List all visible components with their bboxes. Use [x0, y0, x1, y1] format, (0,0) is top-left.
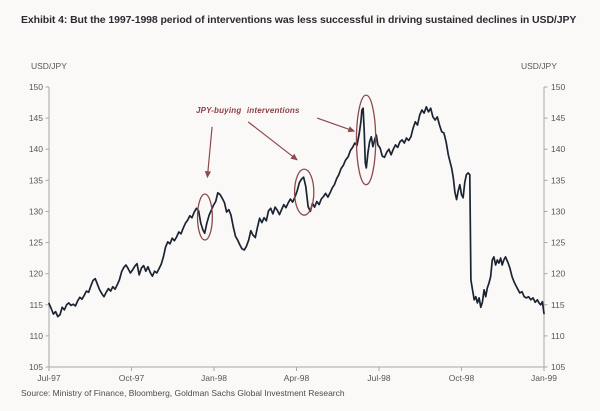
- x-tick-label: Oct-98: [449, 373, 475, 383]
- x-tick-label: Jul-97: [37, 373, 60, 383]
- y-tick-label-right: 125: [551, 238, 565, 248]
- y-tick-label-right: 145: [551, 113, 565, 123]
- chart-title: Exhibit 4: But the 1997-1998 period of i…: [21, 14, 577, 26]
- source-text: Source: Ministry of Finance, Bloomberg, …: [21, 388, 345, 398]
- y-tick-label-left: 115: [29, 300, 43, 310]
- y-tick-label-right: 130: [551, 206, 565, 216]
- annotation-arrow-1: [204, 126, 213, 179]
- x-tick-label: Jul-98: [367, 373, 390, 383]
- intervention-ellipse-intervention-apr-98: [293, 168, 315, 216]
- y-tick-label-left: 145: [29, 113, 43, 123]
- x-tick-label: Oct-97: [119, 373, 145, 383]
- y-tick-label-right: 105: [551, 362, 565, 372]
- y-axis-unit-label-right: USD/JPY: [521, 61, 557, 71]
- y-tick-label-left: 135: [29, 175, 43, 185]
- y-tick-label-left: 110: [29, 331, 43, 341]
- usdjpy-price-line: [48, 106, 545, 318]
- y-tick-label-left: 105: [29, 362, 43, 372]
- y-tick-label-left: 120: [29, 269, 43, 279]
- y-tick-label-right: 140: [551, 144, 565, 154]
- y-tick-label-left: 140: [29, 144, 43, 154]
- y-tick-label-right: 120: [551, 269, 565, 279]
- jpy-buying-interventions-label: JPY-buying interventions: [196, 106, 300, 115]
- y-tick-label-left: 130: [29, 206, 43, 216]
- y-tick-label-left: 125: [29, 238, 43, 248]
- y-tick-label-right: 150: [551, 82, 565, 92]
- y-tick-label-right: 135: [551, 175, 565, 185]
- x-tick-label: Apr-98: [284, 373, 310, 383]
- annotation-arrow-2: [247, 121, 298, 161]
- annotation-arrow-3: [316, 117, 356, 133]
- intervention-ellipse-intervention-dec-97: [196, 193, 214, 241]
- y-tick-label-right: 115: [551, 300, 565, 310]
- y-tick-label-left: 150: [29, 82, 43, 92]
- intervention-ellipse-intervention-jun-98: [355, 94, 377, 186]
- y-tick-label-right: 110: [551, 331, 565, 341]
- x-tick-label: Jan-98: [201, 373, 227, 383]
- y-axis-unit-label-left: USD/JPY: [31, 61, 67, 71]
- x-tick-label: Jan-99: [531, 373, 557, 383]
